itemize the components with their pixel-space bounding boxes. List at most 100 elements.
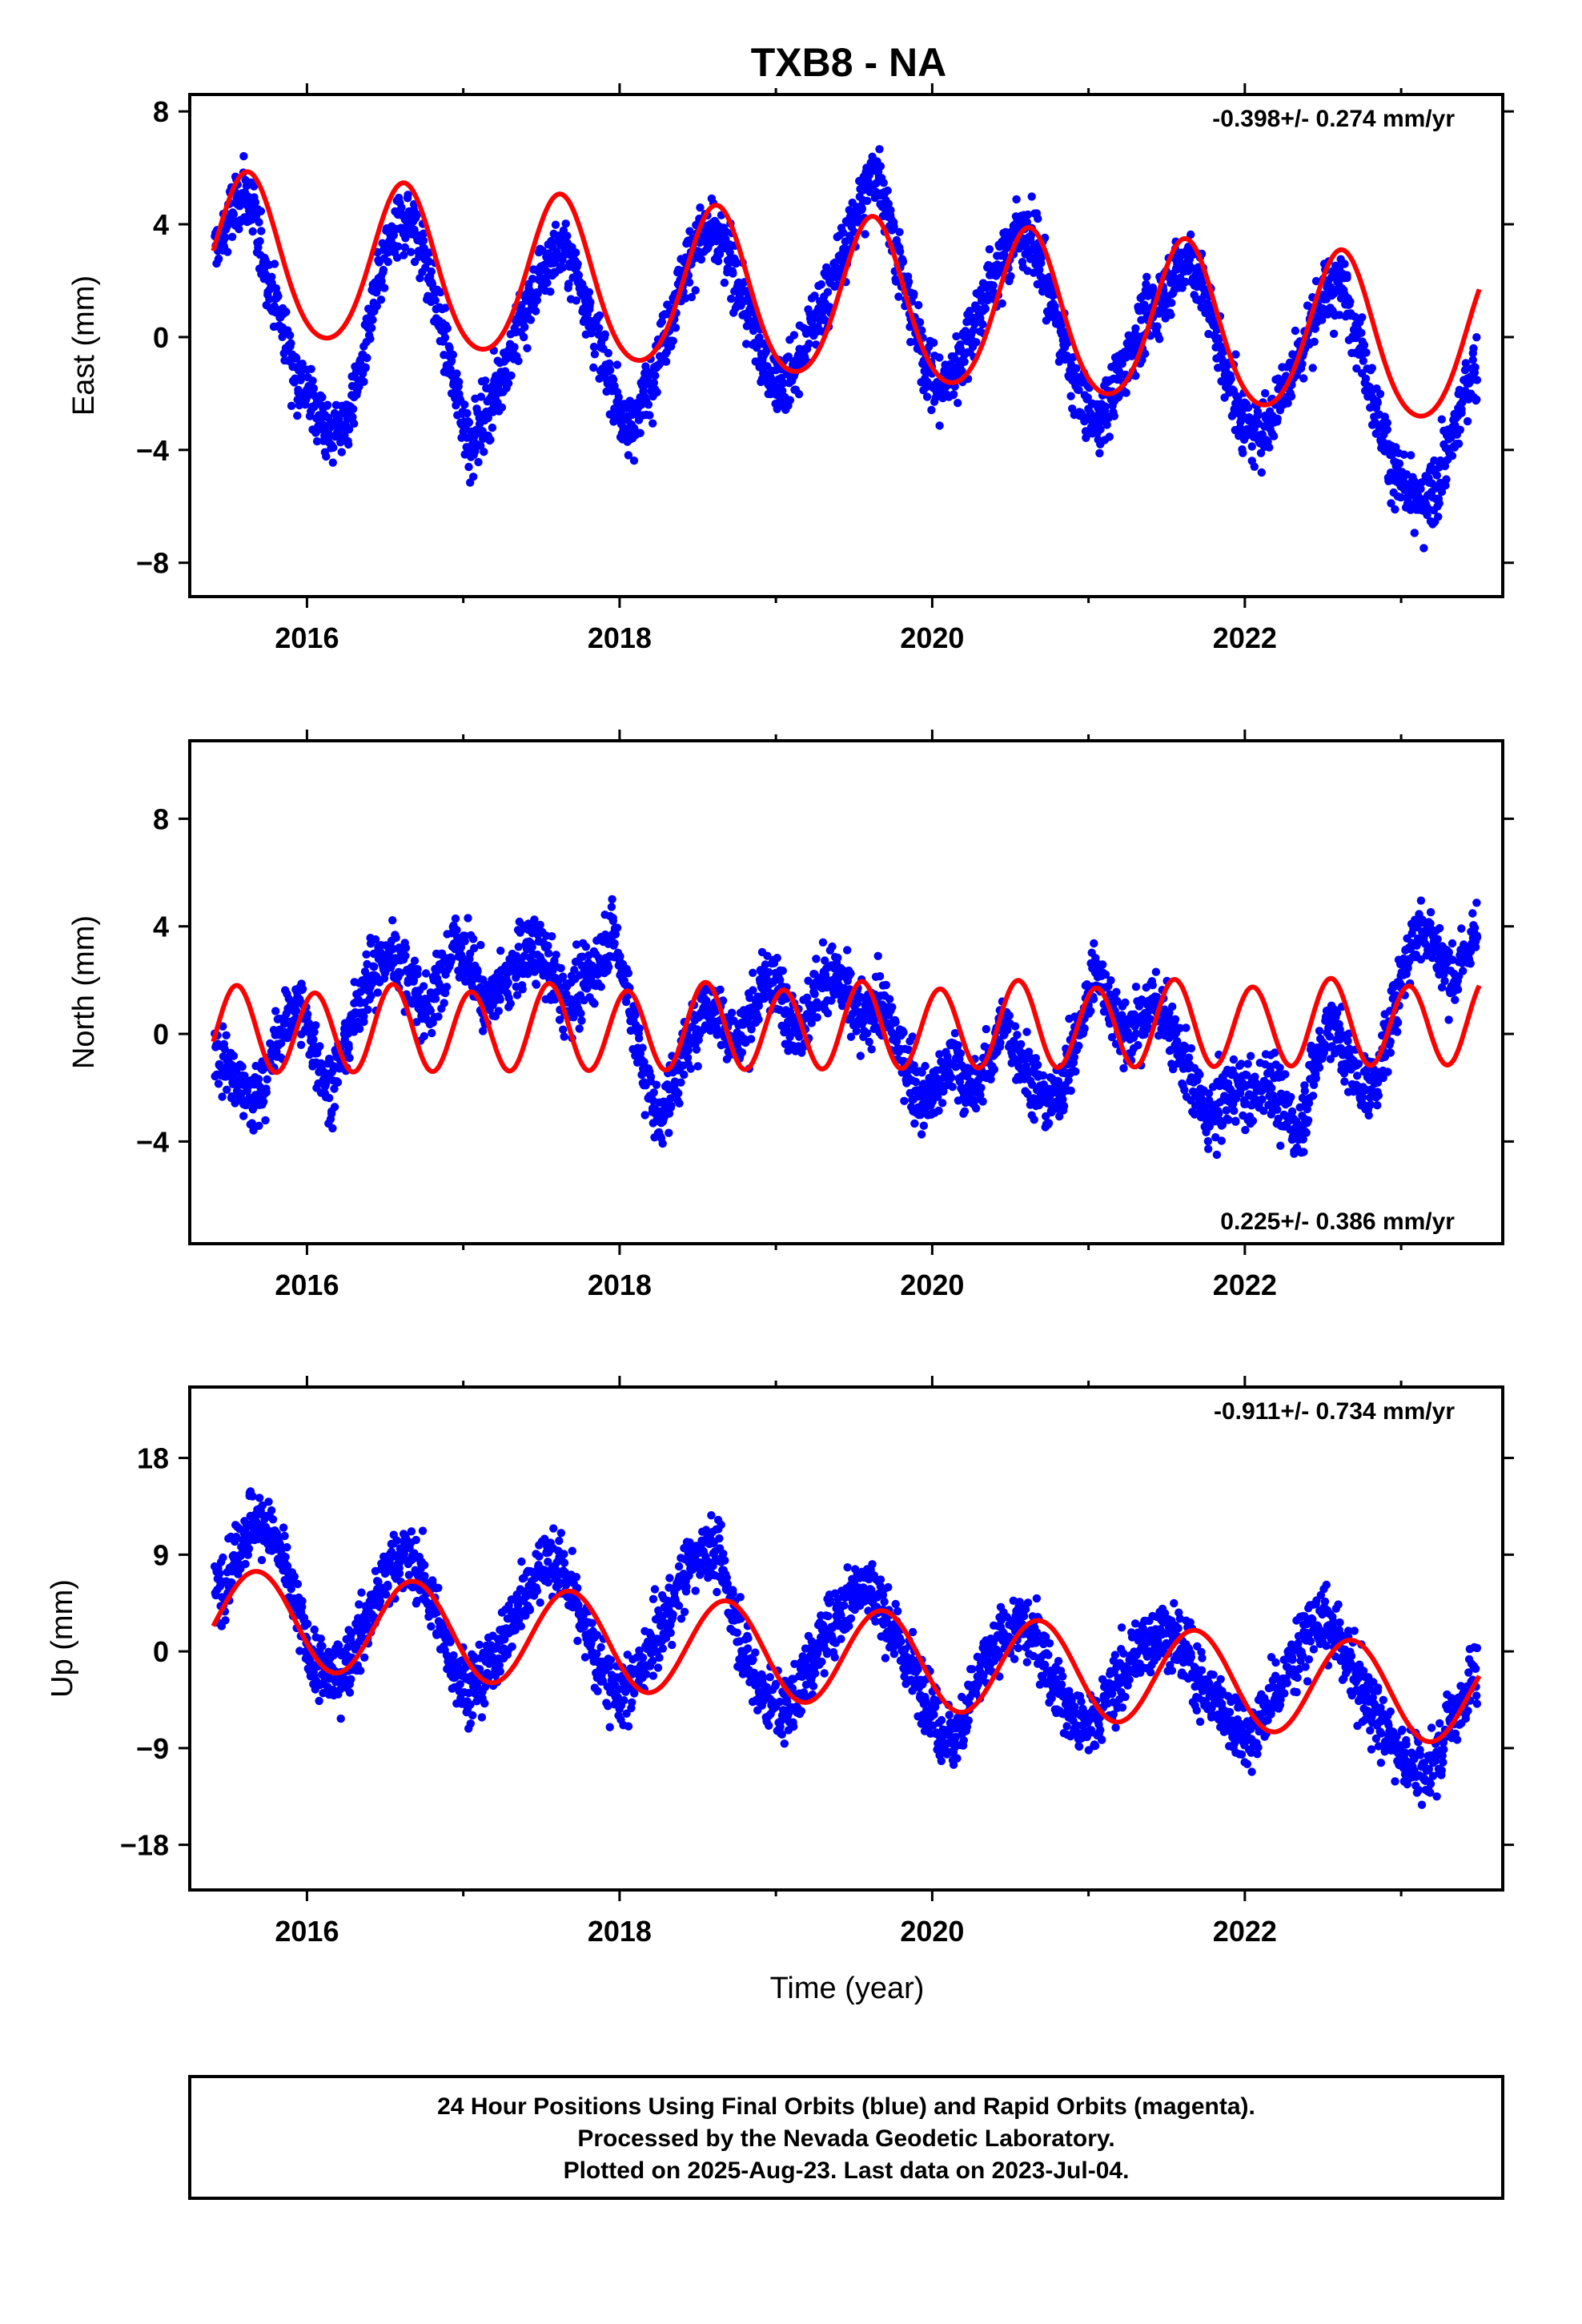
data-point — [640, 1058, 648, 1067]
data-point — [657, 317, 666, 326]
data-point — [370, 963, 379, 971]
data-point — [564, 279, 573, 288]
data-point — [1224, 1116, 1233, 1124]
data-point — [1472, 376, 1482, 384]
data-point — [328, 458, 337, 467]
data-point — [239, 1112, 248, 1120]
data-point — [644, 400, 653, 409]
data-point — [309, 1035, 318, 1044]
data-point — [805, 340, 813, 348]
data-point — [479, 1027, 488, 1035]
data-point — [898, 257, 908, 267]
data-point — [1457, 405, 1466, 414]
data-point — [1131, 372, 1140, 380]
data-point — [333, 1078, 343, 1087]
data-point — [570, 966, 579, 975]
data-point — [271, 1007, 280, 1015]
y-tick-label: −8 — [136, 547, 169, 580]
data-point — [222, 1031, 231, 1040]
chart-title: TXB8 - NA — [751, 40, 946, 85]
data-point — [604, 359, 614, 368]
data-point — [821, 956, 829, 965]
data-point — [982, 1024, 991, 1034]
data-point — [463, 408, 472, 418]
x-tick-label: 2020 — [900, 621, 964, 654]
data-point — [436, 287, 445, 297]
data-point — [544, 941, 552, 951]
data-point — [875, 145, 884, 154]
data-point — [648, 419, 657, 428]
data-point — [308, 376, 317, 385]
data-point — [296, 1040, 306, 1050]
data-point — [640, 1111, 649, 1120]
data-point — [896, 247, 905, 256]
data-point — [400, 243, 409, 252]
data-point — [861, 230, 869, 239]
data-point — [394, 242, 403, 251]
data-point — [956, 344, 966, 353]
data-point — [532, 980, 541, 989]
data-point — [729, 269, 737, 278]
data-point — [448, 955, 456, 963]
data-point — [1311, 276, 1321, 286]
data-point — [388, 916, 397, 925]
data-point — [938, 1099, 947, 1108]
data-point — [685, 227, 694, 235]
data-point — [221, 233, 230, 242]
data-point — [1256, 448, 1266, 457]
data-point — [658, 1139, 667, 1148]
data-point — [551, 220, 560, 229]
data-point — [355, 1024, 364, 1033]
data-point — [474, 457, 483, 467]
data-point — [818, 938, 828, 947]
data-point — [645, 411, 654, 420]
data-point — [1227, 374, 1235, 384]
data-point — [823, 287, 833, 296]
data-point — [468, 935, 478, 943]
data-point — [1035, 265, 1044, 275]
data-point — [1122, 388, 1130, 397]
data-point — [727, 1008, 737, 1017]
data-point — [600, 330, 609, 339]
data-point — [256, 207, 266, 215]
data-point — [1083, 393, 1093, 402]
data-point — [590, 999, 599, 1008]
data-point — [586, 298, 595, 307]
data-point — [1231, 350, 1240, 359]
data-point — [1181, 277, 1191, 287]
data-point — [1071, 1067, 1080, 1076]
data-point — [575, 1024, 584, 1033]
data-point — [608, 375, 618, 384]
data-point — [460, 970, 468, 979]
data-point — [446, 365, 455, 374]
data-point — [900, 1096, 909, 1106]
data-point — [823, 1009, 833, 1018]
data-point — [404, 191, 412, 199]
data-point — [883, 186, 892, 195]
data-point — [548, 932, 556, 941]
data-point — [1437, 487, 1447, 497]
data-point — [1151, 967, 1161, 976]
data-point — [1423, 510, 1431, 520]
data-point — [507, 371, 516, 380]
data-point — [873, 951, 882, 961]
data-point — [930, 338, 938, 348]
data-point — [523, 344, 532, 352]
data-point — [727, 294, 736, 304]
data-point — [1351, 312, 1359, 321]
data-point — [1410, 529, 1419, 537]
data-point — [572, 248, 580, 257]
data-point — [544, 949, 553, 958]
data-point — [1308, 364, 1317, 372]
data-point — [469, 472, 478, 481]
data-point — [612, 360, 622, 369]
data-point — [481, 376, 490, 385]
data-point — [954, 1041, 962, 1050]
data-point — [421, 263, 430, 272]
data-point — [380, 283, 389, 292]
data-point — [1142, 279, 1150, 289]
data-point — [594, 324, 604, 332]
data-point — [581, 943, 591, 951]
data-point — [978, 1097, 987, 1106]
